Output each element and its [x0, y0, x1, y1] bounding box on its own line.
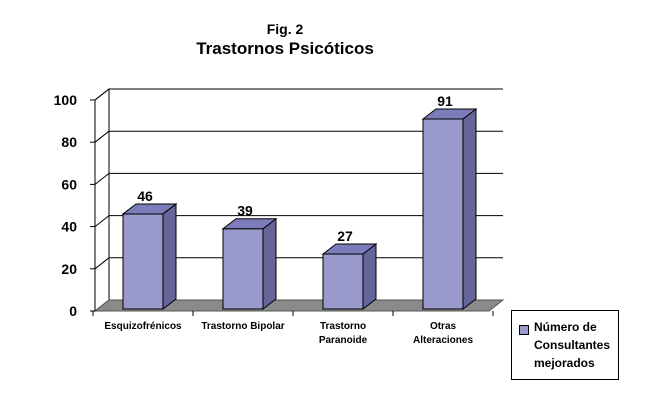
- bar-top: [321, 243, 378, 255]
- bar-front: [422, 118, 464, 310]
- data-label: 39: [237, 203, 253, 219]
- legend: Número de Consultantes mejorados: [511, 310, 619, 380]
- gridline-depth: [94, 215, 110, 227]
- legend-line: Número de: [534, 320, 597, 334]
- bar-front: [322, 253, 364, 310]
- data-label: 27: [337, 228, 353, 244]
- chart-title: Trastornos Psicóticos: [196, 39, 374, 58]
- y-tick-label: 80: [61, 134, 77, 150]
- left-wall: [94, 87, 110, 313]
- plot-area: 0 20 40 60 80 100 46 39 27 91 Esquizofrénicos Trast…: [54, 87, 505, 346]
- x-tick-label: Trastorno Bipolar: [201, 321, 284, 332]
- x-tick-label: Trastorno Paranoide: [319, 321, 368, 346]
- legend-line: Consultantes: [534, 338, 611, 352]
- y-tick-label: 20: [61, 261, 77, 277]
- y-tick-label: 100: [54, 92, 78, 108]
- x-tick-label-line: Otras: [430, 321, 457, 332]
- x-tick-label-line: Trastorno Bipolar: [201, 321, 284, 332]
- bar-front: [122, 213, 164, 310]
- x-tick-label-line: Esquizofrénicos: [104, 321, 182, 332]
- x-tick-label-line: Alteraciones: [413, 335, 473, 346]
- bar-side: [162, 202, 177, 311]
- data-label: 46: [137, 188, 153, 204]
- bar-side: [262, 217, 277, 311]
- legend-swatch: [519, 325, 529, 335]
- bar-top: [421, 108, 478, 120]
- gridline-depth: [94, 173, 110, 185]
- x-tick-label: Esquizofrénicos: [104, 321, 182, 332]
- bar-front: [222, 228, 264, 310]
- gridline-depth: [94, 257, 110, 270]
- gridline-depth: [94, 130, 110, 143]
- bar-side: [362, 243, 377, 311]
- legend-line: mejorados: [534, 356, 595, 370]
- figure-number: Fig. 2: [267, 21, 304, 37]
- gridline-depth: [94, 88, 110, 101]
- bar-side: [462, 107, 477, 311]
- x-tick-label: Otras Alteraciones: [413, 321, 473, 346]
- legend-label: Número de Consultantes mejorados: [534, 318, 618, 372]
- data-label: 91: [437, 93, 453, 109]
- x-tick-label-line: Trastorno: [320, 321, 366, 332]
- y-tick-label: 0: [69, 303, 77, 319]
- x-tick-label-line: Paranoide: [319, 335, 368, 346]
- y-tick-label: 40: [61, 219, 77, 235]
- y-tick-label: 60: [61, 176, 77, 192]
- bar-top: [121, 203, 178, 215]
- bar-top: [221, 218, 278, 230]
